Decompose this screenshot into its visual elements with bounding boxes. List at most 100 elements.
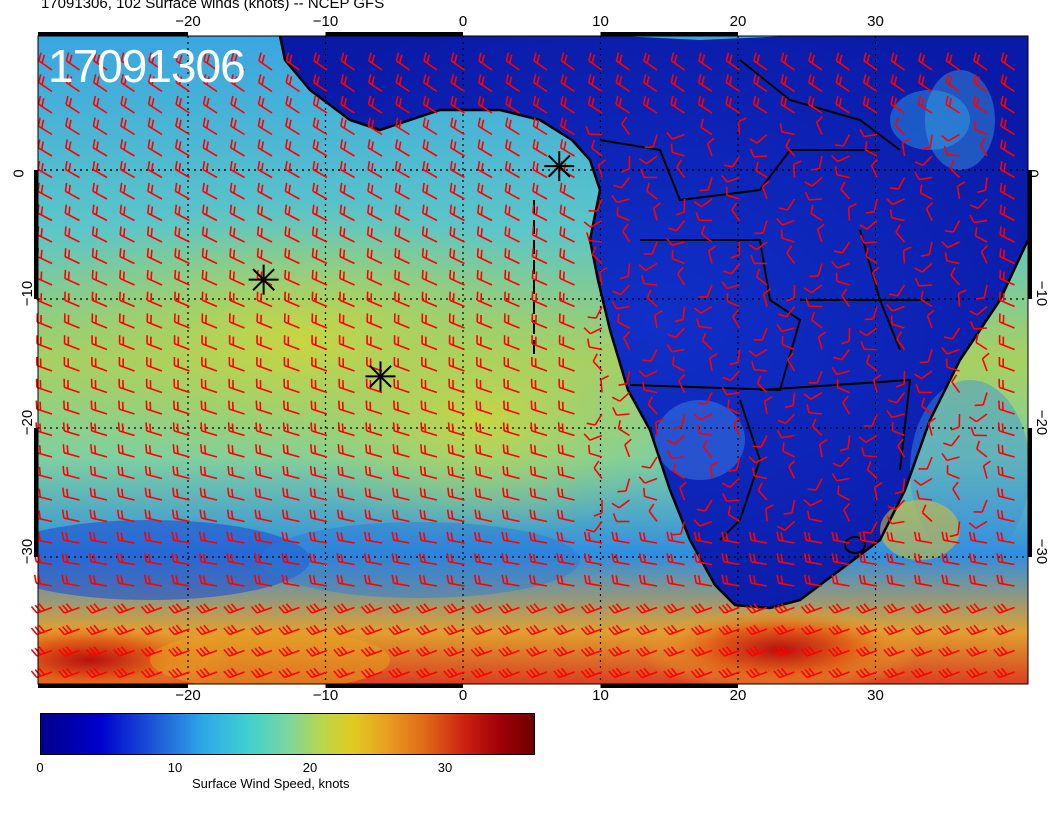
wind-barb [116,574,135,587]
wind-barb [310,444,328,458]
wind-barbs [30,52,1015,679]
wind-barb [725,74,740,93]
x-tick-label-bottom: −20 [175,687,201,704]
wind-barb [311,313,328,329]
wind-barb [583,574,603,587]
star-marker [544,151,575,182]
wind-barb [147,204,163,222]
wind-barb [63,335,80,351]
wind-barb [85,603,108,614]
wind-barb [450,74,465,93]
wind-barb [144,465,163,480]
wind-barb [855,646,878,657]
wind-barb [887,499,906,511]
wind-barb [388,624,410,636]
wind-barb [721,174,740,183]
wind-barb [477,204,493,222]
wind-barb [663,624,685,636]
wind-barb [944,252,960,265]
wind-barb [643,52,658,71]
y-tick-label-left: −20 [18,410,36,436]
wind-barb [449,226,465,243]
wind-barb [415,646,438,657]
wind-barb [672,356,685,372]
wind-barb [999,226,1015,243]
wind-barb [284,161,300,179]
wind-barb [834,166,850,179]
wind-barb [228,356,245,372]
wind-barb [613,177,631,189]
wind-barb [698,284,713,298]
wind-barb [88,531,108,544]
wind-barb [556,531,575,544]
wind-barb [116,531,135,544]
wind-barb [285,74,300,93]
wind-barb [730,241,741,259]
wind-barb [666,553,685,566]
wind-barb [140,646,163,657]
wind-barb [974,120,988,136]
wind-barb [921,134,933,151]
wind-barb [752,435,768,448]
wind-barb [968,553,988,566]
wind-barb [800,667,823,679]
wind-barb [913,574,933,587]
wind-barb [113,603,135,614]
wind-barb [808,52,823,71]
wind-barb [1000,52,1015,71]
wind-barb [476,226,493,243]
wind-barb [999,269,1015,286]
wind-barb [229,182,245,200]
wind-barb [93,52,108,71]
wind-barb [653,310,663,329]
wind-barb [505,117,520,136]
wind-barb [338,400,355,415]
wind-barb [753,327,768,341]
wind-barb [949,521,961,538]
wind-barb [195,646,218,657]
wind-barb [652,202,662,221]
wind-barb [365,444,383,458]
wind-barb [558,356,575,372]
wind-barb [310,422,328,437]
star-marker [248,264,279,295]
wind-barb [360,667,383,679]
wind-barb [422,139,438,157]
wind-barb [612,407,630,416]
wind-barb [1000,95,1015,114]
wind-barb [470,667,493,679]
wind-barb [890,95,905,114]
wind-barb [85,646,108,657]
wind-barb [337,487,355,501]
wind-barb [865,198,878,214]
wind-barb [697,74,713,93]
wind-barb [421,226,438,243]
wind-barb [449,248,465,265]
wind-barb [723,155,741,168]
wind-barb [415,667,438,679]
wind-barb [748,456,768,464]
wind-barb [945,95,960,114]
wind-barb [750,254,768,265]
wind-barb [448,313,465,329]
wind-barb [91,248,108,265]
wind-barb [283,335,300,351]
wind-barb [312,117,328,136]
wind-barb [642,74,658,93]
wind-barb [993,667,1015,679]
x-tick-label-top: 0 [458,13,468,30]
wind-barb [663,603,685,614]
wind-barb [474,465,493,480]
wind-barb [773,667,795,679]
wind-barb [862,95,878,114]
wind-barb [721,531,740,544]
wind-barb [525,667,548,679]
wind-barb [119,248,135,265]
wind-barb [253,574,273,587]
wind-barb [92,117,108,136]
wind-barb [697,424,713,437]
wind-barb [748,531,768,544]
wind-barb [85,624,108,636]
wind-barb [859,234,878,244]
wind-barb [367,117,383,136]
